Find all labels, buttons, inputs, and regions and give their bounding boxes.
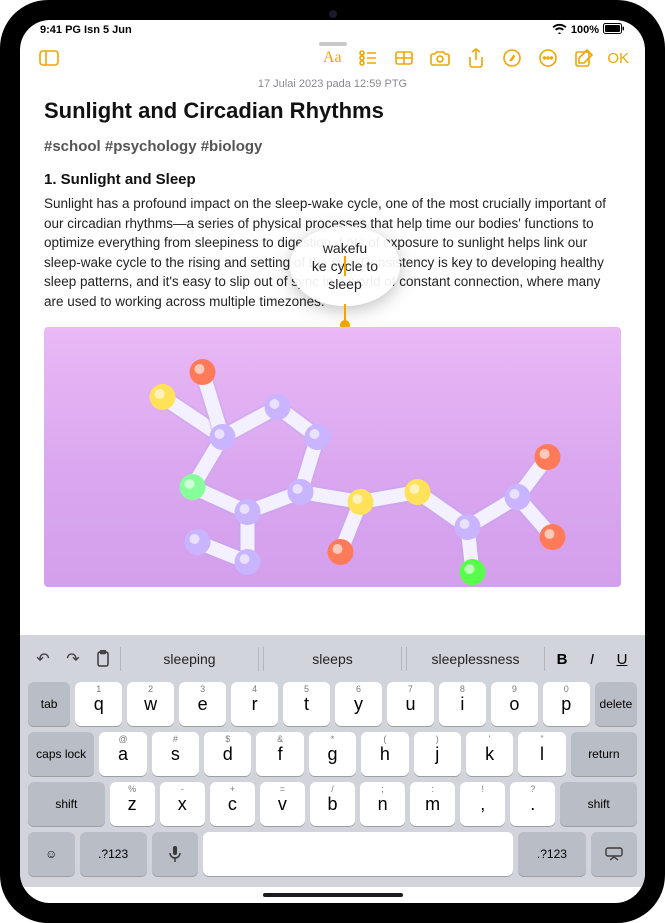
key-p[interactable]: 0p bbox=[543, 682, 590, 726]
format-icon[interactable]: Aa bbox=[319, 45, 345, 71]
note-timestamp: 17 Julai 2023 pada 12:59 PTG bbox=[44, 78, 621, 90]
undo-icon[interactable]: ↶ bbox=[30, 646, 56, 672]
home-indicator[interactable] bbox=[20, 887, 645, 903]
key-hide-keyboard[interactable] bbox=[591, 832, 638, 876]
bold-button[interactable]: B bbox=[549, 651, 575, 668]
key-w[interactable]: 2w bbox=[127, 682, 174, 726]
key-o[interactable]: 9o bbox=[491, 682, 538, 726]
key-t[interactable]: 5t bbox=[283, 682, 330, 726]
key-g[interactable]: *g bbox=[309, 732, 356, 776]
key-d[interactable]: $d bbox=[204, 732, 251, 776]
redo-icon[interactable]: ↷ bbox=[60, 646, 86, 672]
key-b[interactable]: /b bbox=[310, 782, 355, 826]
key-space[interactable] bbox=[203, 832, 513, 876]
key-.[interactable]: ?. bbox=[510, 782, 555, 826]
italic-button[interactable]: I bbox=[579, 651, 605, 668]
key-e[interactable]: 3e bbox=[179, 682, 226, 726]
key-dictate[interactable] bbox=[152, 832, 199, 876]
more-icon[interactable] bbox=[535, 45, 561, 71]
key-emoji[interactable]: ☺ bbox=[28, 832, 75, 876]
battery-pct: 100% bbox=[571, 24, 599, 36]
key-q[interactable]: 1q bbox=[75, 682, 122, 726]
key-return[interactable]: return bbox=[571, 732, 637, 776]
key-numbers-left[interactable]: .?123 bbox=[80, 832, 147, 876]
suggestion-3[interactable]: sleeplessness bbox=[406, 647, 545, 671]
underline-button[interactable]: U bbox=[609, 651, 635, 668]
key-c[interactable]: +c bbox=[210, 782, 255, 826]
key-k[interactable]: 'k bbox=[466, 732, 513, 776]
compose-icon[interactable] bbox=[571, 45, 597, 71]
key-y[interactable]: 6y bbox=[335, 682, 382, 726]
suggestion-bar: ↶ ↷ sleeping sleeps sleeplessness B I U bbox=[24, 639, 641, 679]
done-button[interactable]: OK bbox=[607, 50, 629, 67]
molecule-image[interactable] bbox=[44, 327, 621, 587]
table-icon[interactable] bbox=[391, 45, 417, 71]
share-icon[interactable] bbox=[463, 45, 489, 71]
camera-icon[interactable] bbox=[427, 45, 453, 71]
key-f[interactable]: &f bbox=[256, 732, 303, 776]
key-r[interactable]: 4r bbox=[231, 682, 278, 726]
key-delete[interactable]: delete bbox=[595, 682, 637, 726]
checklist-icon[interactable] bbox=[355, 45, 381, 71]
multitask-pill[interactable] bbox=[319, 42, 347, 46]
clipboard-icon[interactable] bbox=[90, 646, 116, 672]
key-x[interactable]: -x bbox=[160, 782, 205, 826]
key-numbers-right[interactable]: .?123 bbox=[518, 832, 585, 876]
key-capslock[interactable]: caps lock bbox=[28, 732, 94, 776]
key-h[interactable]: (h bbox=[361, 732, 408, 776]
key-shift-left[interactable]: shift bbox=[28, 782, 105, 826]
paragraph[interactable]: Sunlight has a profound impact on the sl… bbox=[44, 194, 621, 311]
key-shift-right[interactable]: shift bbox=[560, 782, 637, 826]
note-tags[interactable]: #school #psychology #biology bbox=[44, 138, 621, 155]
note-title[interactable]: Sunlight and Circadian Rhythms bbox=[44, 98, 621, 124]
suggestion-2[interactable]: sleeps bbox=[263, 647, 402, 671]
sidebar-toggle-icon[interactable] bbox=[36, 45, 62, 71]
key-,[interactable]: !, bbox=[460, 782, 505, 826]
status-bar: 9:41 PG Isn 5 Jun 100% bbox=[20, 20, 645, 40]
key-j[interactable]: )j bbox=[414, 732, 461, 776]
key-l[interactable]: "l bbox=[518, 732, 565, 776]
keyboard: ↶ ↷ sleeping sleeps sleeplessness B I U … bbox=[20, 635, 645, 887]
key-i[interactable]: 8i bbox=[439, 682, 486, 726]
key-tab[interactable]: tab bbox=[28, 682, 70, 726]
markup-icon[interactable] bbox=[499, 45, 525, 71]
note-content[interactable]: 17 Julai 2023 pada 12:59 PTG Sunlight an… bbox=[20, 76, 645, 635]
wifi-icon bbox=[552, 23, 567, 37]
key-a[interactable]: @a bbox=[99, 732, 146, 776]
key-v[interactable]: =v bbox=[260, 782, 305, 826]
key-m[interactable]: :m bbox=[410, 782, 455, 826]
key-z[interactable]: %z bbox=[110, 782, 155, 826]
battery-icon bbox=[603, 23, 625, 37]
status-time: 9:41 PG Isn 5 Jun bbox=[40, 24, 132, 36]
section-heading[interactable]: 1. Sunlight and Sleep bbox=[44, 171, 621, 188]
key-s[interactable]: #s bbox=[152, 732, 199, 776]
key-u[interactable]: 7u bbox=[387, 682, 434, 726]
suggestion-1[interactable]: sleeping bbox=[120, 647, 259, 671]
key-n[interactable]: ;n bbox=[360, 782, 405, 826]
